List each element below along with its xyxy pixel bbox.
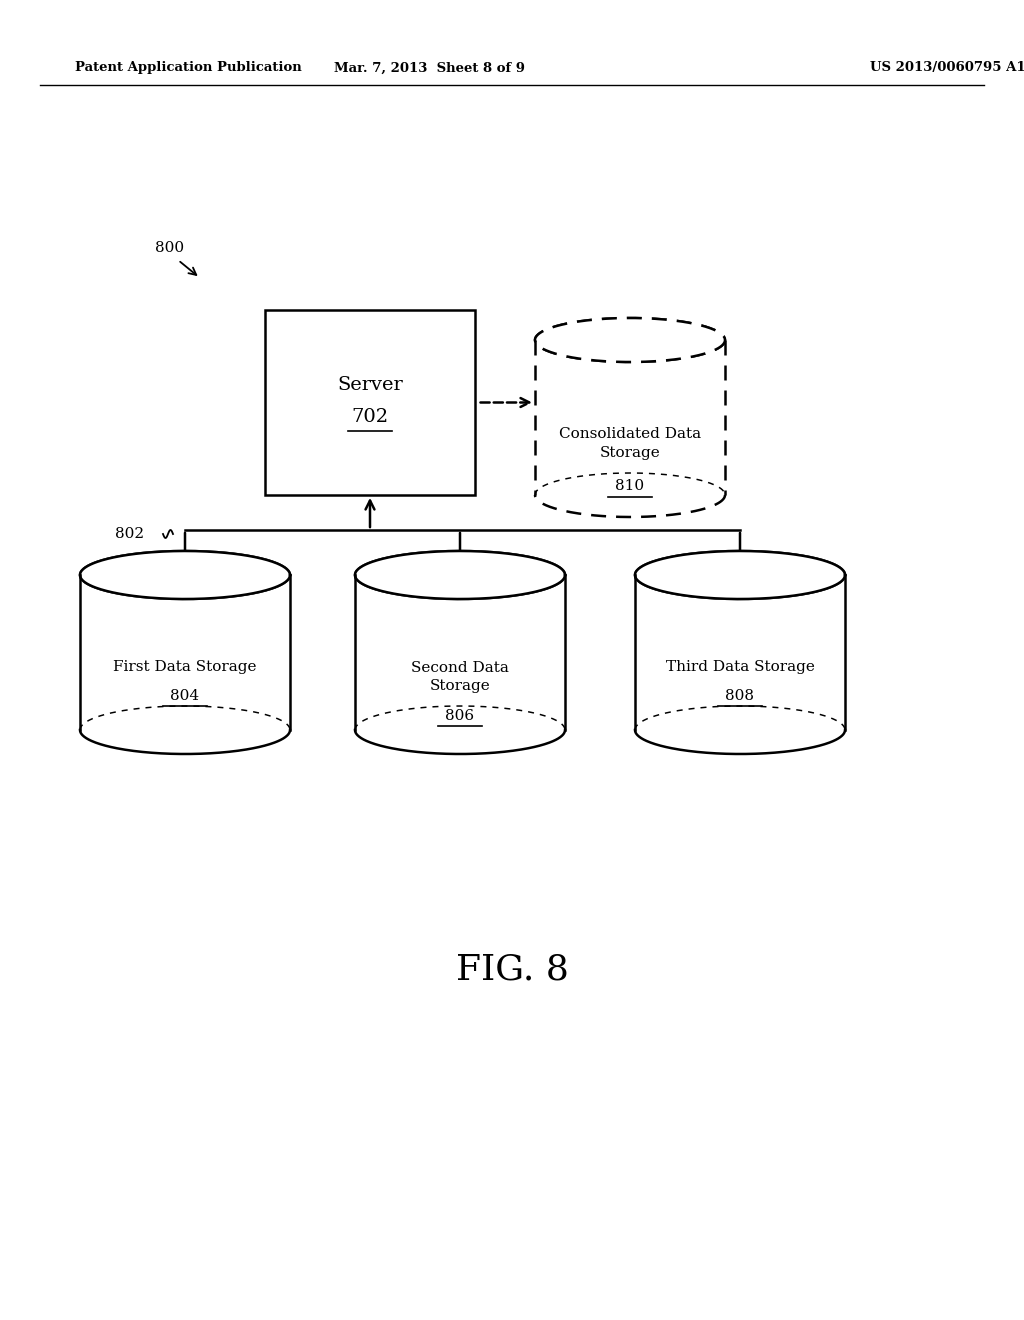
- Text: US 2013/0060795 A1: US 2013/0060795 A1: [870, 62, 1024, 74]
- Polygon shape: [355, 576, 565, 730]
- Text: First Data Storage: First Data Storage: [114, 660, 257, 675]
- Polygon shape: [535, 318, 725, 362]
- Text: Consolidated Data
Storage: Consolidated Data Storage: [559, 428, 701, 459]
- Text: Third Data Storage: Third Data Storage: [666, 660, 814, 675]
- Text: Second Data
Storage: Second Data Storage: [411, 660, 509, 693]
- Text: Patent Application Publication: Patent Application Publication: [75, 62, 302, 74]
- Text: FIG. 8: FIG. 8: [456, 953, 568, 987]
- Bar: [265, 310, 475, 495]
- Text: Mar. 7, 2013  Sheet 8 of 9: Mar. 7, 2013 Sheet 8 of 9: [335, 62, 525, 74]
- Polygon shape: [635, 550, 845, 599]
- Text: 810: 810: [615, 479, 644, 494]
- Text: 702: 702: [351, 408, 388, 426]
- Polygon shape: [635, 576, 845, 730]
- Text: Server: Server: [337, 375, 402, 393]
- Polygon shape: [355, 550, 565, 599]
- Polygon shape: [80, 550, 290, 599]
- Polygon shape: [80, 576, 290, 730]
- Text: 808: 808: [725, 689, 755, 702]
- Text: 806: 806: [445, 709, 474, 722]
- Text: 802: 802: [115, 527, 144, 541]
- Polygon shape: [535, 341, 725, 495]
- Text: 804: 804: [170, 689, 200, 702]
- Text: 800: 800: [155, 242, 184, 255]
